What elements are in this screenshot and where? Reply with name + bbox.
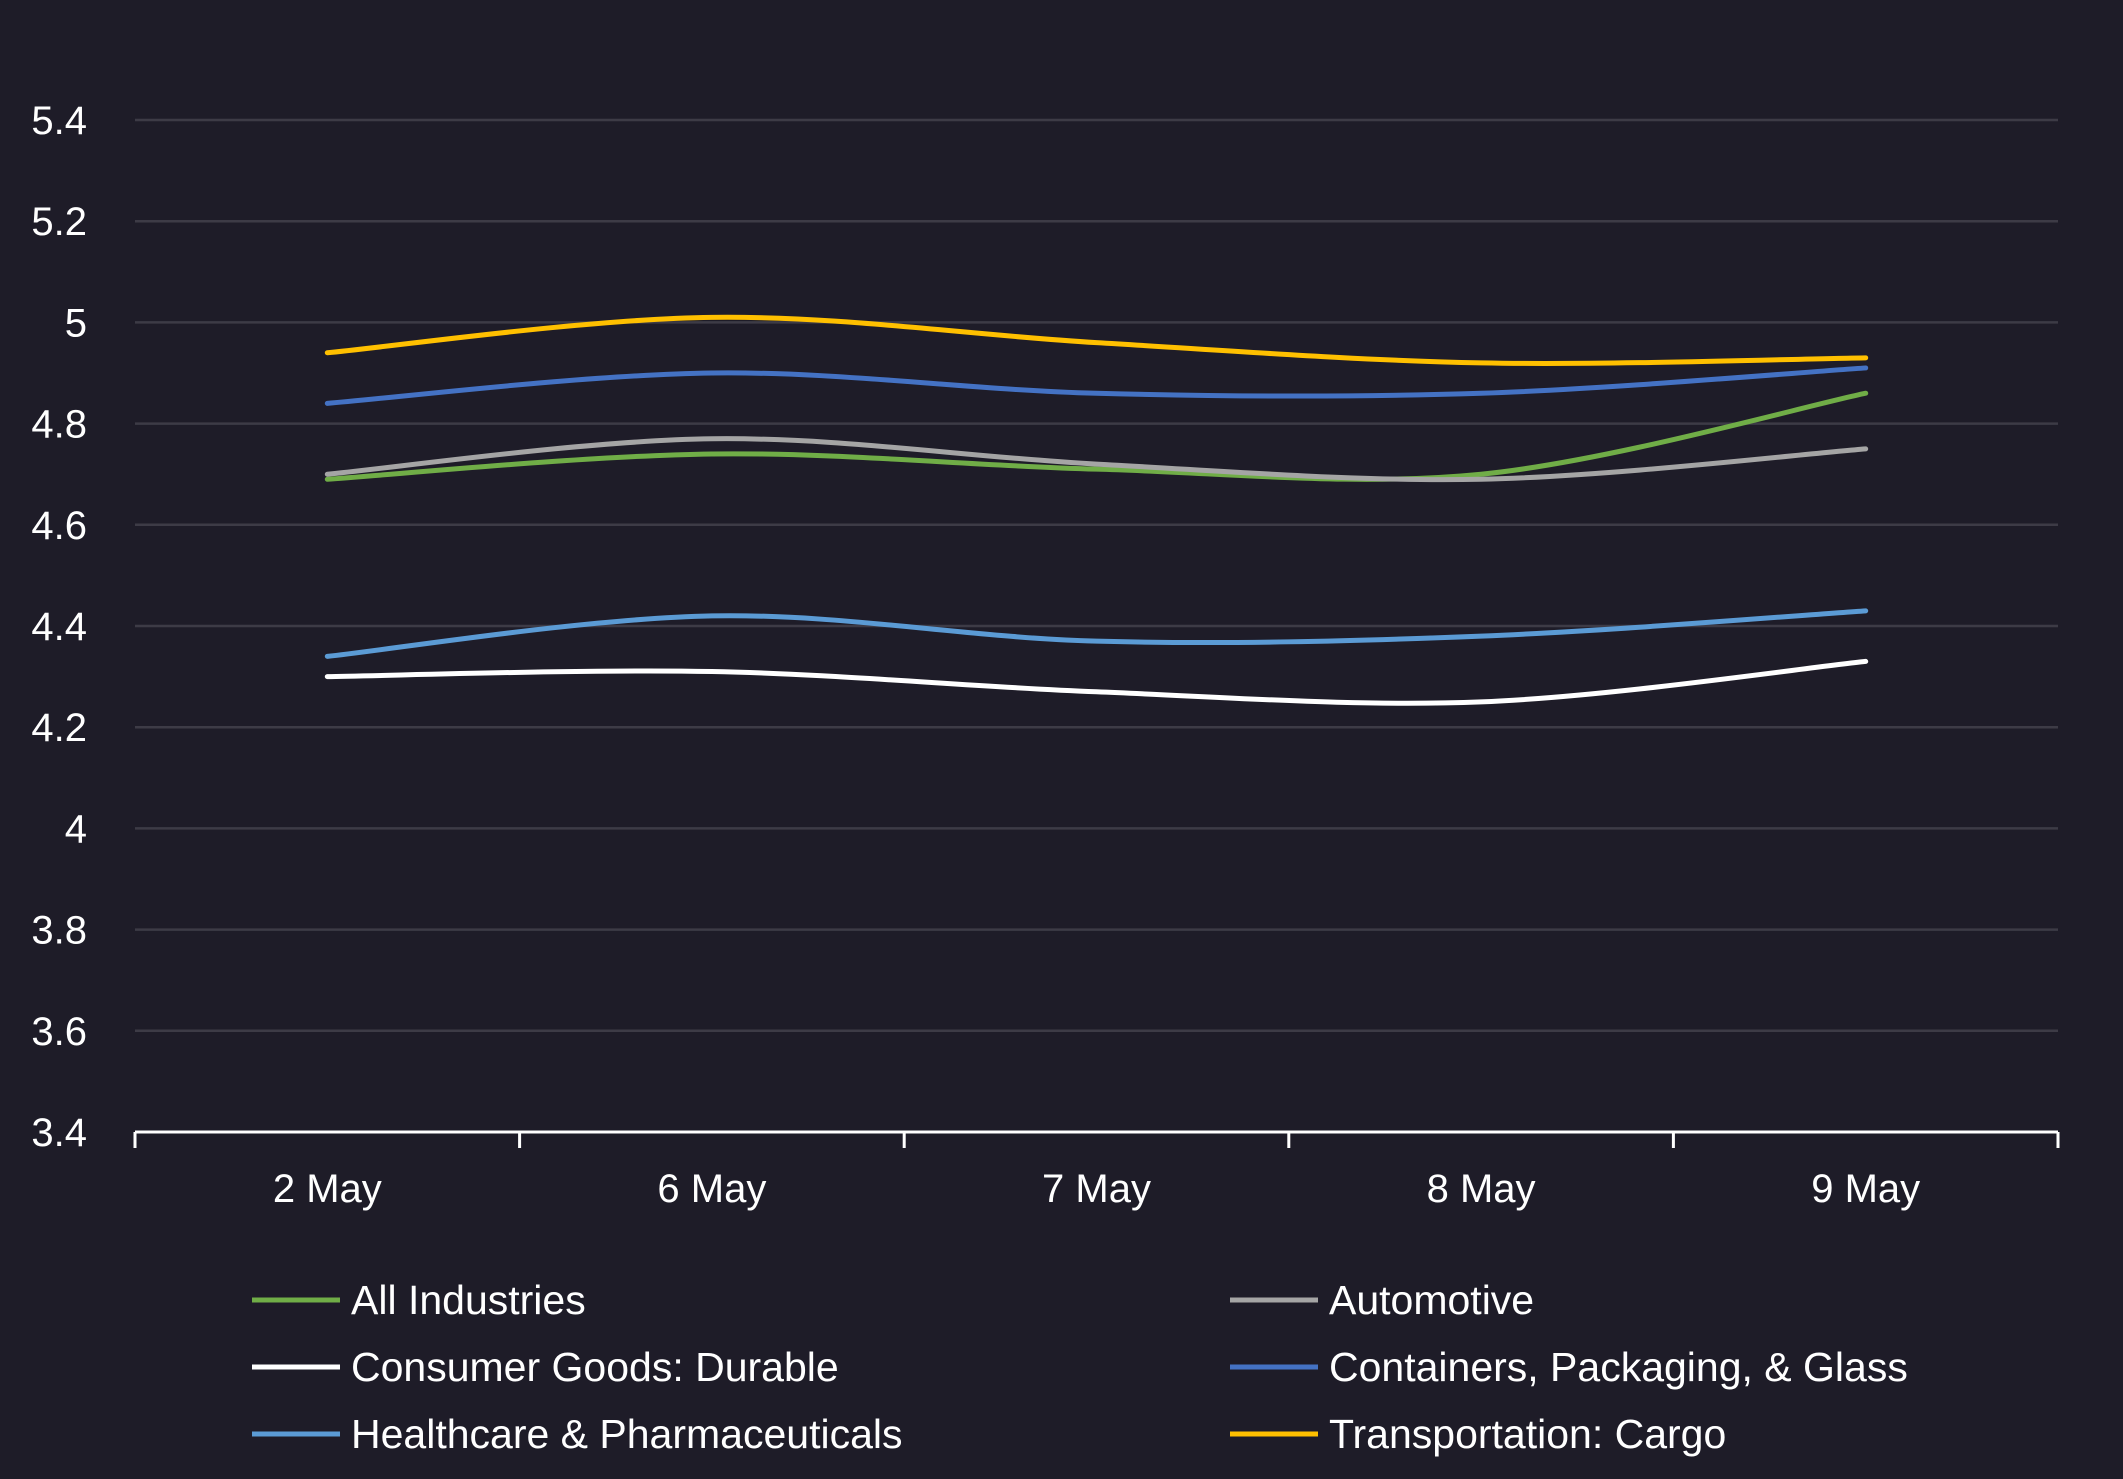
y-axis: 5.4 5.2 5 4.8 4.6 4.4 4.2 4 3.8 3.6 3.4 <box>31 99 87 1155</box>
legend: All Industries Automotive Consumer Goods: … <box>252 1277 1908 1457</box>
series-line-transportation-cargo <box>324 314 1869 366</box>
legend-label-healthcare-pharmaceuticals: Healthcare & Pharmaceuticals <box>351 1411 902 1457</box>
legend-label-automotive: Automotive <box>1329 1277 1534 1323</box>
y-tick-label: 5 <box>65 301 87 345</box>
x-tick-label: 2 May <box>273 1167 382 1211</box>
series-line-healthcare-pharmaceuticals <box>324 608 1869 659</box>
x-axis: 2 May 6 May 7 May 8 May 9 May <box>133 1130 2060 1211</box>
y-tick-label: 3.6 <box>31 1010 87 1054</box>
x-tick-label: 7 May <box>1042 1167 1151 1211</box>
legend-label-all-industries: All Industries <box>351 1277 586 1323</box>
y-tick-label: 4 <box>65 807 87 851</box>
x-tick-label: 8 May <box>1427 1167 1536 1211</box>
y-tick-label: 5.2 <box>31 200 87 244</box>
y-tick-label: 4.4 <box>31 605 87 649</box>
series-line-all-industries <box>324 390 1869 482</box>
gridlines <box>135 118 2058 1033</box>
series-line-automotive <box>324 436 1869 483</box>
legend-label-transportation-cargo: Transportation: Cargo <box>1329 1411 1726 1457</box>
legend-label-containers-packaging-glass: Containers, Packaging, & Glass <box>1329 1344 1908 1390</box>
legend-label-consumer-goods-durable: Consumer Goods: Durable <box>351 1344 839 1390</box>
y-tick-label: 5.4 <box>31 99 87 143</box>
y-tick-label: 3.4 <box>31 1111 87 1155</box>
y-tick-label: 3.8 <box>31 909 87 953</box>
series-line-containers-packaging-glass <box>324 365 1869 406</box>
x-tick-label: 6 May <box>657 1167 766 1211</box>
y-tick-label: 4.2 <box>31 706 87 750</box>
series-lines <box>324 314 1869 706</box>
series-line-consumer-goods-durable <box>324 658 1869 706</box>
y-tick-label: 4.8 <box>31 403 87 447</box>
y-tick-label: 4.6 <box>31 504 87 548</box>
x-tick-label: 9 May <box>1811 1167 1920 1211</box>
